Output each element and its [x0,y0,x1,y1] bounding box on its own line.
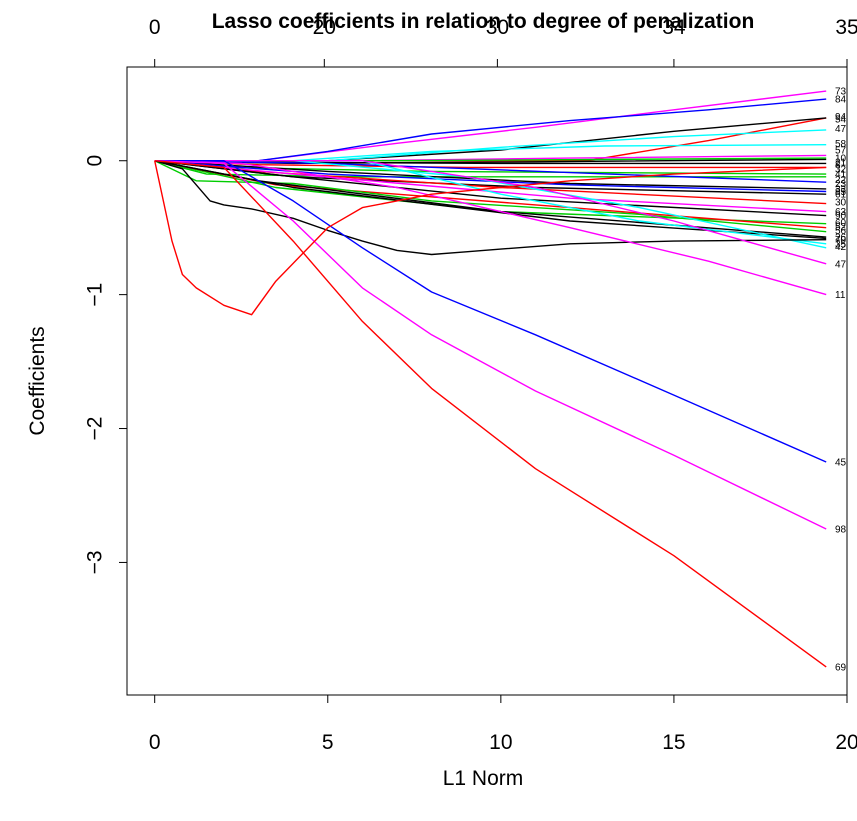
line-end-label: 56 [835,226,847,237]
top-tick-label: 0 [149,16,161,39]
line-end-label: 70 [835,235,847,246]
coefficient-path-85 [154,160,827,193]
line-end-label: 98 [835,525,847,536]
coefficient-path-69 [154,160,827,668]
y-tick-label: −1 [84,283,107,307]
coefficient-path-98 [154,160,827,530]
line-end-label: 94 [835,112,847,123]
x-tick-label: 20 [835,731,857,754]
line-end-label: 32 [835,164,847,175]
line-end-label: 26 [835,233,847,244]
x-axis-bottom: 0 5 10 15 20 [149,694,857,754]
coefficient-path-70 [154,160,827,240]
y-tick-label: 0 [84,155,107,167]
line-end-label: 21 [835,158,847,169]
x-tick-label: 5 [322,731,334,754]
line-end-label: 54 [835,115,847,126]
coefficient-path-45 [154,160,827,463]
line-end-label: 45 [835,458,847,469]
line-end-label: 60 [835,218,847,229]
line-end-label: 47 [835,259,847,270]
line-end-label: 90 [835,211,847,222]
line-end-label: 23 [835,179,847,190]
series-layer [154,90,827,668]
line-end-labels: 7384945447585710218324122233385613063906… [835,87,847,674]
line-end-label: 30 [835,198,847,209]
top-tick-label: 35 [835,16,857,39]
top-tick-label: 30 [486,16,509,39]
x-tick-label: 0 [149,731,161,754]
line-end-label: 10 [835,154,847,165]
line-end-label: 35 [835,239,847,250]
coefficient-path-84 [154,98,827,162]
coefficient-path-54 [154,117,827,162]
line-end-label: 84 [835,95,847,106]
x-tick-label: 10 [489,731,512,754]
line-end-label: 69 [835,662,847,673]
y-axis-left: 0 −1 −2 −3 [84,155,128,574]
x-axis-title: L1 Norm [443,767,524,790]
line-end-label: 63 [835,207,847,218]
line-end-label: 58 [835,139,847,150]
coefficient-path-47b [154,160,827,265]
line-end-label: 73 [835,87,847,98]
line-end-label: 47 [835,124,847,135]
top-tick-label: 20 [313,16,336,39]
coefficient-path-94 [154,117,827,162]
coefficient-path-69a [154,160,827,316]
line-end-label: 33 [835,184,847,195]
line-end-label: 41 [835,170,847,181]
line-end-label: 52 [835,222,847,233]
line-end-label: 61 [835,190,847,201]
x-axis-top: 0 20 30 34 35 [149,16,857,68]
line-end-label: 8 [835,160,841,171]
chart-title: Lasso coefficients in relation to degree… [212,10,755,33]
x-tick-label: 15 [662,731,685,754]
line-end-label: 11 [835,290,846,301]
coefficient-path-33 [154,160,827,190]
line-end-label: 85 [835,187,847,198]
line-end-label: 57 [835,146,847,157]
line-end-label: 22 [835,175,847,186]
coefficient-path-46 [154,160,827,256]
top-tick-label: 34 [662,16,686,39]
y-tick-label: −3 [84,550,107,574]
y-axis-title: Coefficients [26,326,49,435]
line-end-label: 42 [835,242,847,253]
y-tick-label: −2 [84,417,107,441]
